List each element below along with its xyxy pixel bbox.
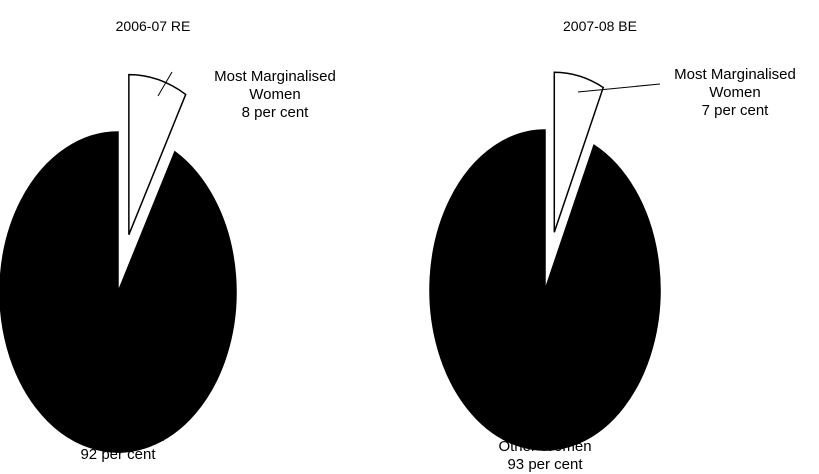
slice-label: Most Marginalised Women	[214, 68, 336, 103]
slice-value-label: 93 per cent	[507, 456, 583, 473]
slice-value-label: 8 per cent	[241, 104, 309, 121]
leader-line	[577, 83, 661, 93]
pie-slice	[128, 73, 187, 235]
pie-slice	[553, 71, 605, 233]
chart-title: 2006-07 RE	[115, 18, 191, 34]
slice-value-label: 7 per cent	[701, 102, 769, 119]
leader-line	[157, 71, 173, 97]
pie-slice	[429, 129, 661, 451]
slice-label: Most Marginalised Women	[674, 66, 796, 101]
slice-label: Other Women	[71, 428, 165, 445]
slice-label: Other Women	[498, 438, 592, 455]
slice-value-label: 92 per cent	[80, 446, 156, 463]
chart-title: 2007-08 BE	[563, 18, 637, 34]
pie-slice	[0, 131, 237, 453]
